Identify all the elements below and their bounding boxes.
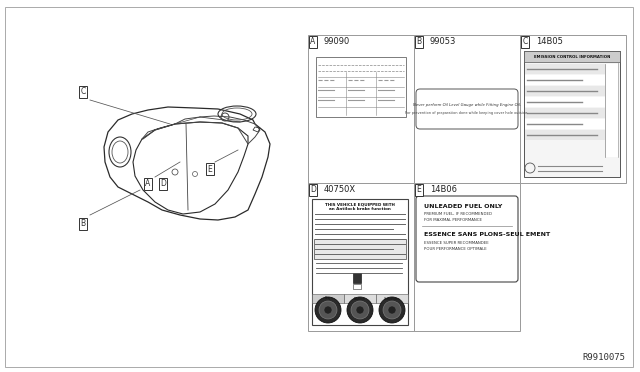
Text: Never perform Oil Level Gauge while Fitting Engine Oil.: Never perform Oil Level Gauge while Fitt… xyxy=(413,103,521,107)
Text: A: A xyxy=(145,180,150,189)
Text: C: C xyxy=(81,87,86,96)
Bar xyxy=(525,130,605,140)
Text: A: A xyxy=(310,38,316,46)
Bar xyxy=(344,294,376,303)
Text: 99053: 99053 xyxy=(430,38,456,46)
Bar xyxy=(520,35,626,183)
Text: 99090: 99090 xyxy=(324,38,350,46)
Text: POUR PERFORMANCE OPTIMALE: POUR PERFORMANCE OPTIMALE xyxy=(424,247,487,251)
Text: For prevention of preparation done while keeping cover hole outside.: For prevention of preparation done while… xyxy=(405,111,529,115)
Circle shape xyxy=(356,306,364,314)
Bar xyxy=(312,199,408,325)
Text: an Antilock brake function: an Antilock brake function xyxy=(329,207,391,211)
Bar xyxy=(414,183,520,331)
Bar xyxy=(524,51,620,177)
Text: E: E xyxy=(207,164,212,173)
Text: THIS VEHICLE EQUIPPED WITH: THIS VEHICLE EQUIPPED WITH xyxy=(325,202,395,206)
Bar xyxy=(308,183,414,331)
Text: E: E xyxy=(417,186,421,195)
Circle shape xyxy=(319,301,337,319)
Circle shape xyxy=(347,297,373,323)
Bar xyxy=(314,239,406,259)
Circle shape xyxy=(379,297,405,323)
Text: ESSENCE SANS PLONS-SEUL EMENT: ESSENCE SANS PLONS-SEUL EMENT xyxy=(424,232,550,237)
Bar xyxy=(353,284,361,289)
Bar xyxy=(606,64,618,157)
Bar xyxy=(414,35,520,183)
Text: B: B xyxy=(417,38,422,46)
Circle shape xyxy=(383,301,401,319)
Text: R9910075: R9910075 xyxy=(582,353,625,362)
Text: PREMIUM FUEL, IF RECOMMENDED: PREMIUM FUEL, IF RECOMMENDED xyxy=(424,212,492,216)
Circle shape xyxy=(315,297,341,323)
Text: EMISSION CONTROL INFORMATION: EMISSION CONTROL INFORMATION xyxy=(534,55,610,58)
Text: B: B xyxy=(81,219,86,228)
Bar xyxy=(376,294,408,303)
Bar xyxy=(525,119,605,129)
Bar xyxy=(312,294,344,303)
Text: Misfires: Misfires xyxy=(354,296,366,301)
Circle shape xyxy=(351,301,369,319)
Text: 14B06: 14B06 xyxy=(430,186,457,195)
Text: 14B05: 14B05 xyxy=(536,38,563,46)
Text: Req: Req xyxy=(325,296,331,301)
Text: D: D xyxy=(160,180,166,189)
Text: C: C xyxy=(522,38,527,46)
Text: FOR MAXIMAL PERFORMANCE: FOR MAXIMAL PERFORMANCE xyxy=(424,218,482,222)
Bar xyxy=(525,86,605,96)
Text: UNLEADED FUEL ONLY: UNLEADED FUEL ONLY xyxy=(424,205,502,209)
Bar xyxy=(525,108,605,118)
Bar xyxy=(308,35,414,183)
Bar xyxy=(525,75,605,85)
Text: D: D xyxy=(310,186,316,195)
Text: ESSENCE SUPER RECOMMANDEE: ESSENCE SUPER RECOMMANDEE xyxy=(424,241,489,245)
Circle shape xyxy=(324,306,332,314)
Text: Corrections: Corrections xyxy=(383,296,401,301)
Bar xyxy=(525,64,605,74)
Bar xyxy=(524,51,620,62)
Text: 40750X: 40750X xyxy=(324,186,356,195)
Circle shape xyxy=(388,306,396,314)
Bar xyxy=(353,273,361,283)
Bar xyxy=(316,57,406,117)
Bar xyxy=(525,97,605,107)
